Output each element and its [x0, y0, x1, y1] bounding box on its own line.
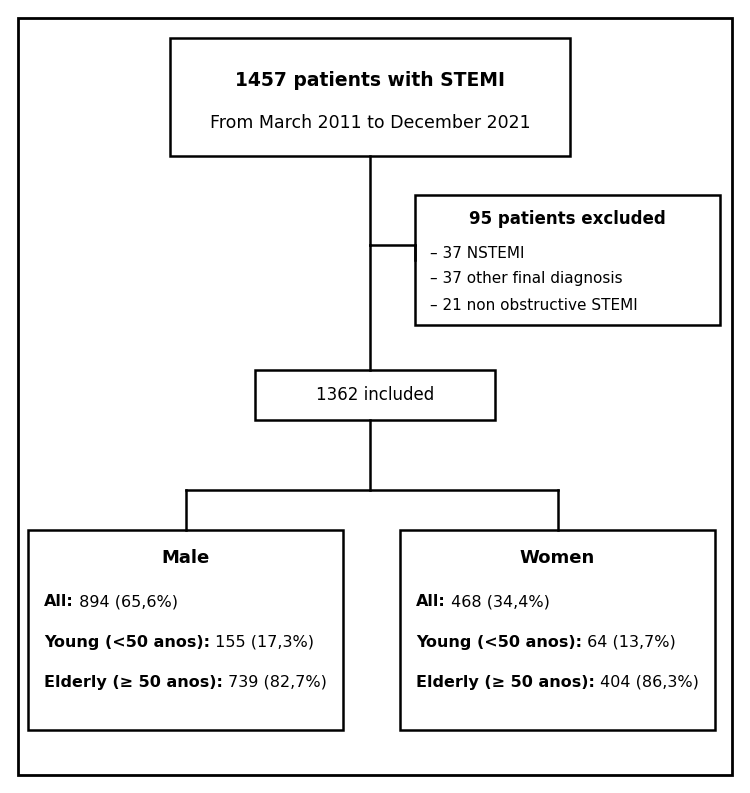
Text: Elderly (≥ 50 anos):: Elderly (≥ 50 anos):: [44, 675, 223, 689]
Text: 1362 included: 1362 included: [316, 386, 434, 404]
Text: – 37 NSTEMI: – 37 NSTEMI: [430, 246, 524, 260]
Text: Women: Women: [520, 549, 596, 567]
FancyBboxPatch shape: [255, 370, 495, 420]
FancyBboxPatch shape: [28, 530, 343, 730]
Text: 468 (34,4%): 468 (34,4%): [446, 595, 550, 610]
Text: All:: All:: [416, 595, 446, 610]
Text: – 37 other final diagnosis: – 37 other final diagnosis: [430, 271, 622, 286]
Text: Male: Male: [161, 549, 209, 567]
FancyBboxPatch shape: [415, 195, 720, 325]
FancyBboxPatch shape: [170, 38, 570, 156]
Text: 1457 patients with STEMI: 1457 patients with STEMI: [235, 71, 505, 90]
Text: 404 (86,3%): 404 (86,3%): [595, 675, 699, 689]
Text: 64 (13,7%): 64 (13,7%): [582, 634, 676, 649]
Text: 95 patients excluded: 95 patients excluded: [470, 210, 666, 228]
Text: 155 (17,3%): 155 (17,3%): [210, 634, 314, 649]
Text: – 21 non obstructive STEMI: – 21 non obstructive STEMI: [430, 297, 638, 312]
FancyBboxPatch shape: [400, 530, 715, 730]
Text: 894 (65,6%): 894 (65,6%): [74, 595, 178, 610]
FancyBboxPatch shape: [18, 18, 732, 775]
Text: Young (<50 anos):: Young (<50 anos):: [44, 634, 210, 649]
Text: From March 2011 to December 2021: From March 2011 to December 2021: [210, 114, 530, 132]
Text: Elderly (≥ 50 anos):: Elderly (≥ 50 anos):: [416, 675, 595, 689]
Text: All:: All:: [44, 595, 74, 610]
Text: Young (<50 anos):: Young (<50 anos):: [416, 634, 582, 649]
Text: 739 (82,7%): 739 (82,7%): [223, 675, 327, 689]
